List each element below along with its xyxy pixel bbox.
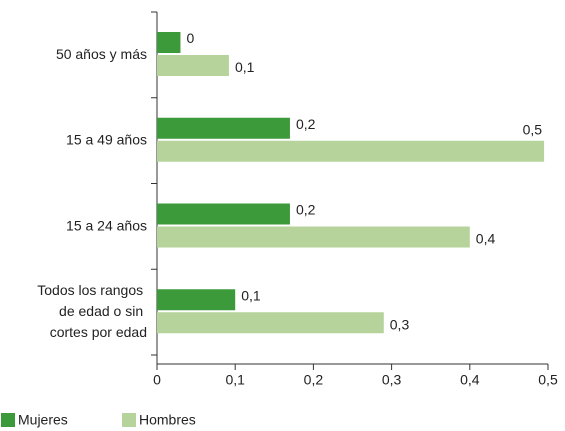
value-label: 0,2 — [296, 202, 316, 218]
bar — [157, 32, 181, 53]
bar — [157, 312, 384, 334]
bar — [157, 289, 236, 311]
category-line: de edad o sin — [59, 303, 147, 319]
bar — [157, 140, 545, 162]
x-tick-label: 0,3 — [382, 372, 402, 388]
category-line: 15 a 49 años — [66, 131, 147, 147]
category-label: 15 a 24 años — [66, 217, 147, 233]
category-label: 50 años y más — [56, 46, 147, 62]
bar — [157, 117, 290, 139]
category-label: 15 a 49 años — [66, 131, 147, 147]
value-label: 0,1 — [235, 59, 255, 75]
category-line: cortes por edad — [50, 324, 147, 340]
x-tick-label: 0,4 — [460, 372, 480, 388]
x-tick-label: 0 — [153, 372, 161, 388]
category-line: 50 años y más — [56, 46, 147, 62]
category-line: Todos los rangos — [37, 282, 147, 298]
bar — [157, 226, 470, 248]
value-label: 0 — [186, 30, 194, 46]
value-label: 0,1 — [241, 287, 261, 303]
legend-label: Hombres — [139, 412, 196, 428]
legend-label: Mujeres — [18, 412, 68, 428]
x-tick-label: 0,5 — [538, 372, 558, 388]
bar — [157, 203, 290, 225]
x-tick-label: 0,1 — [225, 372, 245, 388]
value-label: 0,5 — [523, 121, 543, 137]
category-label: Todos los rangos de edad o sin cortes po… — [37, 282, 147, 340]
category-line: 15 a 24 años — [66, 217, 147, 233]
legend-swatch — [1, 413, 15, 427]
x-tick-label: 0,2 — [304, 372, 324, 388]
value-label: 0,2 — [296, 116, 316, 132]
value-label: 0,4 — [476, 231, 496, 247]
value-label: 0,3 — [390, 316, 410, 332]
legend-swatch — [122, 413, 136, 427]
bar — [157, 55, 229, 76]
